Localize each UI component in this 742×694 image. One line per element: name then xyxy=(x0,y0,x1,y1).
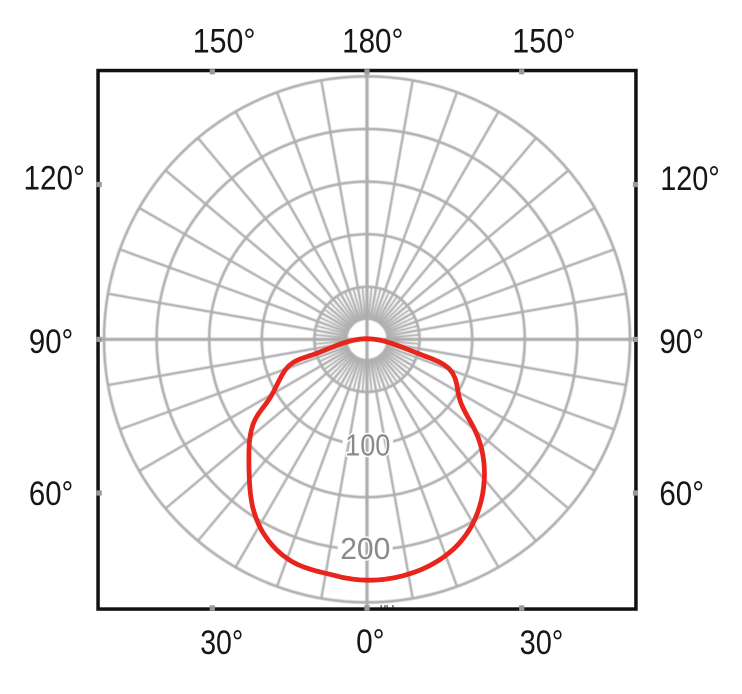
svg-text:90°: 90° xyxy=(29,323,73,361)
svg-text:60°: 60° xyxy=(29,475,73,513)
svg-text:200: 200 xyxy=(340,531,390,566)
svg-text:0°: 0° xyxy=(356,623,385,661)
svg-text:30°: 30° xyxy=(520,624,564,662)
svg-text:60°: 60° xyxy=(659,475,704,513)
svg-text:150°: 150° xyxy=(512,23,575,61)
svg-text:30°: 30° xyxy=(200,624,243,662)
svg-text:120°: 120° xyxy=(24,159,85,197)
svg-text:150°: 150° xyxy=(193,23,256,61)
svg-text:90°: 90° xyxy=(659,323,704,361)
svg-text:120°: 120° xyxy=(660,160,720,198)
svg-text:180°: 180° xyxy=(342,23,403,61)
svg-text:100: 100 xyxy=(345,428,390,463)
svg-text:cd/klm: cd/klm xyxy=(370,603,404,620)
